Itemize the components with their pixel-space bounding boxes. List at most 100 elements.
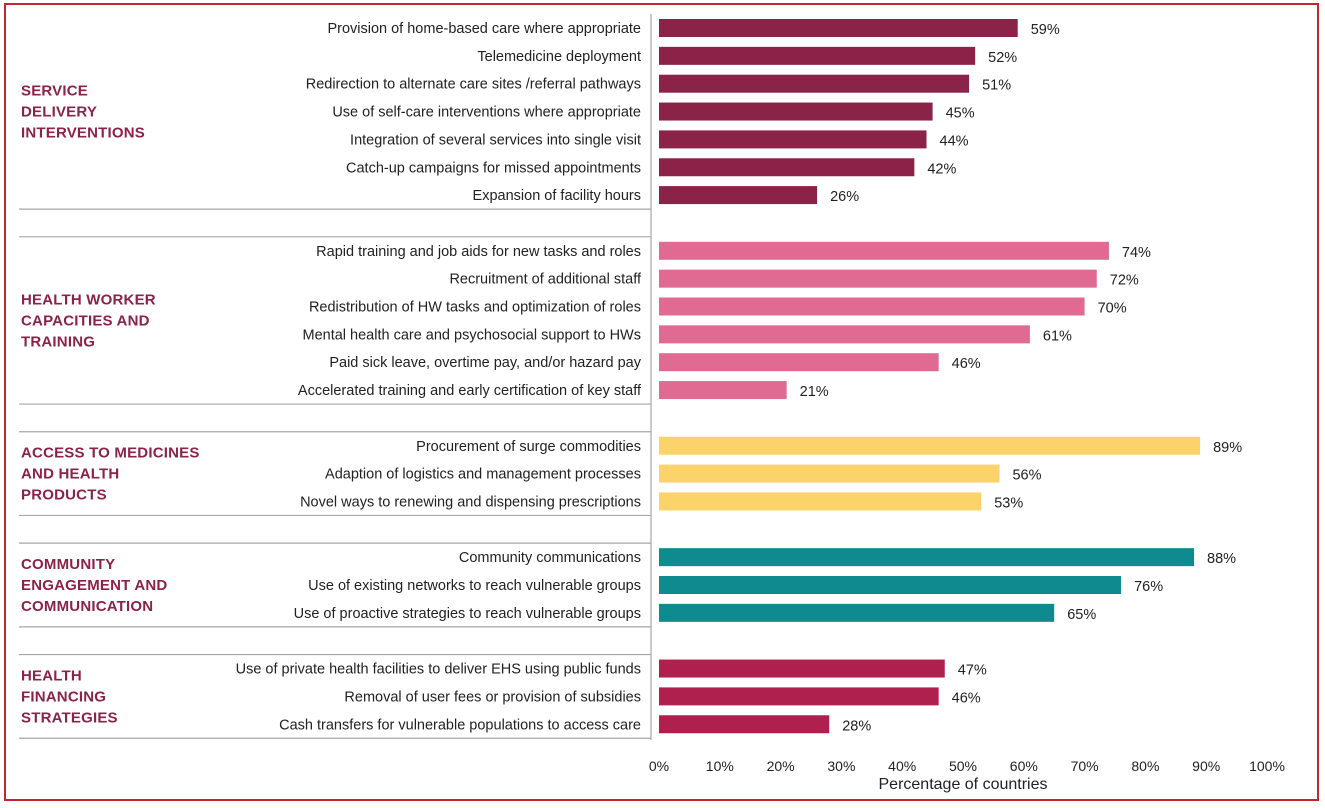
bar-value-label: 42% xyxy=(927,161,956,177)
group-label: HEALTH WORKER CAPACITIES AND TRAINING xyxy=(21,291,156,350)
bar-value-label: 52% xyxy=(988,50,1017,66)
bar-label: Use of private health facilities to deli… xyxy=(236,662,641,678)
x-tick-label: 40% xyxy=(888,758,916,774)
x-tick-label: 90% xyxy=(1192,758,1220,774)
bar-label: Rapid training and job aids for new task… xyxy=(316,244,641,260)
group-label-line: CAPACITIES AND xyxy=(21,312,150,329)
bar xyxy=(659,381,787,400)
bar-value-label: 21% xyxy=(800,384,829,400)
bar xyxy=(659,46,976,65)
group-label: ACCESS TO MEDICINES AND HEALTH PRODUCTS xyxy=(21,445,200,504)
bar-label: Expansion of facility hours xyxy=(473,188,641,204)
x-tick-label: 50% xyxy=(949,758,977,774)
bar xyxy=(659,186,818,205)
bar xyxy=(659,130,927,149)
bar-value-label: 65% xyxy=(1067,607,1096,623)
bar xyxy=(659,241,1109,260)
bar xyxy=(659,659,945,678)
bar xyxy=(659,436,1201,455)
group-label-line: ENGAGEMENT AND xyxy=(21,577,167,594)
bar-label: Use of self-care interventions where app… xyxy=(332,105,641,121)
bar-value-label: 47% xyxy=(958,663,987,679)
bar-value-label: 45% xyxy=(946,106,975,122)
group-label-line: DELIVERY xyxy=(21,104,97,121)
bar-value-label: 74% xyxy=(1122,245,1151,261)
bar-value-label: 70% xyxy=(1098,301,1127,317)
bar xyxy=(659,464,1000,483)
bar-label: Use of proactive strategies to reach vul… xyxy=(294,606,641,622)
group-label-line: SERVICE xyxy=(21,83,88,100)
bar-label: Redirection to alternate care sites /ref… xyxy=(306,77,641,93)
bar-label: Removal of user fees or provision of sub… xyxy=(344,689,641,705)
bar xyxy=(659,603,1055,622)
bar-value-label: 61% xyxy=(1043,328,1072,344)
group-label-line: PRODUCTS xyxy=(21,487,107,504)
group-label: COMMUNITY ENGAGEMENT AND COMMUNICATION xyxy=(21,556,167,615)
x-tick-label: 20% xyxy=(767,758,795,774)
x-axis: 0% 10% 20% 30% 40% 50% 60% 70% 80% 90% 100% xyxy=(649,14,1285,774)
group-label-line: HEALTH WORKER xyxy=(21,291,156,308)
bar-label: Catch-up campaigns for missed appointmen… xyxy=(346,160,641,176)
bar-value-label: 76% xyxy=(1134,579,1163,595)
bar-label: Use of existing networks to reach vulner… xyxy=(308,578,641,594)
bar-label: Integration of several services into sin… xyxy=(350,132,641,148)
group-label-line: ACCESS TO MEDICINES xyxy=(21,445,200,462)
bar xyxy=(659,269,1097,288)
group-label-line: FINANCING xyxy=(21,688,106,705)
bar-value-label: 46% xyxy=(952,690,981,706)
group-label-line: HEALTH xyxy=(21,667,82,684)
group-label-line: COMMUNICATION xyxy=(21,598,153,615)
bar-value-label: 26% xyxy=(830,189,859,205)
group-label-line: COMMUNITY xyxy=(21,556,115,573)
bar-label: Accelerated training and early certifica… xyxy=(298,383,642,399)
group-layer: SERVICE DELIVERY INTERVENTIONS HEALTH WORKE… xyxy=(19,83,651,739)
bar-label: Mental health care and psychosocial supp… xyxy=(302,327,641,343)
bar xyxy=(659,74,970,93)
bar-value-label: 56% xyxy=(1012,468,1041,484)
group-label: HEALTH FINANCING STRATEGIES xyxy=(21,667,118,726)
group-label-line: STRATEGIES xyxy=(21,709,118,726)
bar-value-label: 89% xyxy=(1213,440,1242,456)
x-tick-label: 60% xyxy=(1010,758,1038,774)
group-label-line: INTERVENTIONS xyxy=(21,125,145,142)
bar xyxy=(659,158,915,177)
x-tick-label: 10% xyxy=(706,758,734,774)
bar-label: Community communications xyxy=(459,550,641,566)
bar-layer: Provision of home-based care where appro… xyxy=(236,19,1242,734)
bar xyxy=(659,353,939,372)
group-label: SERVICE DELIVERY INTERVENTIONS xyxy=(21,83,145,142)
bar-value-label: 53% xyxy=(994,495,1023,511)
bar-value-label: 28% xyxy=(842,718,871,734)
bar xyxy=(659,19,1018,37)
x-axis-title: Percentage of countries xyxy=(879,776,1048,793)
bar-value-label: 51% xyxy=(982,78,1011,94)
bar xyxy=(659,492,982,511)
bar-value-label: 72% xyxy=(1110,273,1139,289)
bar-label: Cash transfers for vulnerable population… xyxy=(279,717,641,733)
bar-value-label: 46% xyxy=(952,356,981,372)
bar-value-label: 44% xyxy=(940,133,969,149)
bar xyxy=(659,325,1030,344)
bar xyxy=(659,102,933,121)
x-tick-label: 30% xyxy=(827,758,855,774)
x-tick-label: 0% xyxy=(649,758,669,774)
group-label-line: TRAINING xyxy=(21,333,95,350)
bar xyxy=(659,687,939,706)
x-tick-label: 100% xyxy=(1249,758,1285,774)
bar xyxy=(659,548,1195,567)
bar-label: Recruitment of additional staff xyxy=(449,272,642,288)
bar-value-label: 59% xyxy=(1031,22,1060,38)
bar-label: Paid sick leave, overtime pay, and/or ha… xyxy=(329,355,641,371)
bar xyxy=(659,715,830,734)
bar-value-label: 88% xyxy=(1207,551,1236,567)
x-tick-label: 80% xyxy=(1131,758,1159,774)
bar xyxy=(659,297,1085,316)
group-label-line: AND HEALTH xyxy=(21,466,119,483)
bar-label: Telemedicine deployment xyxy=(477,49,641,65)
bar xyxy=(659,576,1122,594)
bar-label: Novel ways to renewing and dispensing pr… xyxy=(300,494,641,510)
bar-label: Redistribution of HW tasks and optimizat… xyxy=(309,300,641,316)
bar-label: Adaption of logistics and management pro… xyxy=(325,467,641,483)
x-tick-label: 70% xyxy=(1071,758,1099,774)
bar-label: Provision of home-based care where appro… xyxy=(327,21,641,37)
